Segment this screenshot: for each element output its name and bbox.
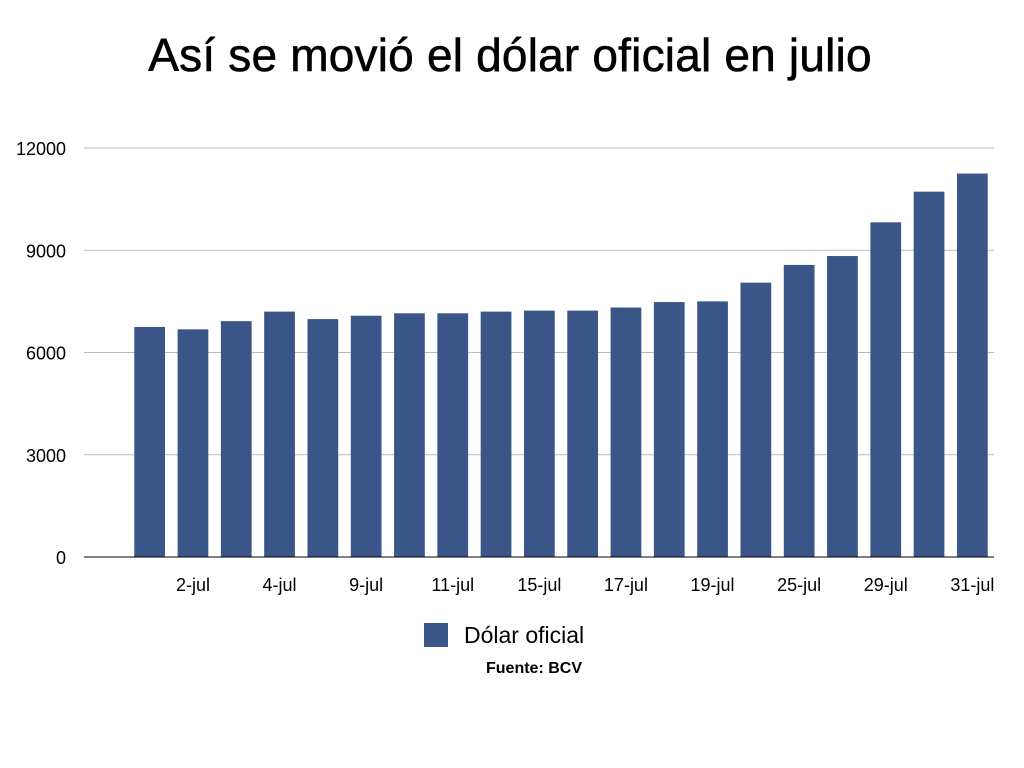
y-tick-label: 12000	[16, 139, 66, 159]
bar-29-jul	[870, 222, 902, 558]
x-axis-tick-labels: 2-jul 4-jul 9-jul 11-jul 15-jul 17-jul 19-jul 2…	[176, 575, 994, 595]
bar-19-jul	[697, 301, 728, 558]
x-tick-label: 25-jul	[777, 575, 821, 595]
bar-16-jul	[567, 310, 599, 557]
x-tick-label: 15-jul	[517, 575, 561, 595]
legend-label: Dólar oficial	[464, 621, 585, 648]
x-tick-label: 4-jul	[263, 575, 297, 595]
bar-25-jul	[783, 264, 815, 557]
bar-1-jul	[134, 326, 166, 557]
y-tick-label: 6000	[26, 344, 66, 364]
bar-10-jul	[394, 313, 425, 557]
bars	[134, 173, 988, 558]
bar-17-jul	[610, 307, 642, 557]
bar-15-jul	[523, 310, 555, 557]
x-tick-label: 9-jul	[349, 575, 383, 595]
y-axis-tick-labels: 0 3000 6000 9000 12000	[16, 139, 66, 568]
bar-12-jul	[480, 311, 512, 557]
x-tick-label: 19-jul	[691, 575, 735, 595]
bar-26-jul	[827, 256, 858, 557]
bar-2-jul	[177, 329, 209, 557]
bar-31-jul	[956, 173, 988, 557]
y-tick-label: 0	[56, 548, 66, 568]
bar-30-jul	[913, 191, 945, 557]
x-tick-label: 29-jul	[864, 575, 908, 595]
legend: Dólar oficial	[424, 620, 584, 650]
x-tick-label: 31-jul	[950, 575, 994, 595]
y-tick-label: 9000	[26, 241, 66, 261]
bar-22-jul	[740, 282, 772, 557]
x-tick-label: 17-jul	[604, 575, 648, 595]
source-note: Fuente: BCV	[486, 660, 582, 677]
y-tick-label: 3000	[26, 446, 66, 466]
legend-swatch	[424, 623, 448, 647]
bar-18-jul	[653, 302, 685, 557]
bar-5-jul	[307, 319, 339, 557]
bar-3-jul	[220, 321, 252, 557]
chart-title: Así se movió el dólar oficial en julio	[148, 29, 872, 82]
x-tick-label: 2-jul	[176, 575, 210, 595]
bar-11-jul	[437, 313, 469, 557]
bar-9-jul	[350, 315, 382, 557]
x-tick-label: 11-jul	[431, 575, 474, 595]
bar-4-jul	[264, 311, 295, 557]
